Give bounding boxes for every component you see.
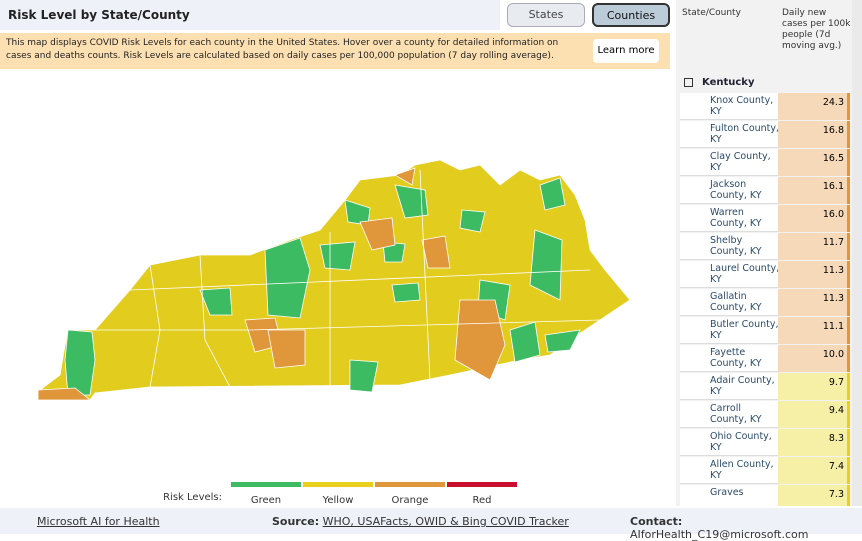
table-row[interactable]: Knox County, KY 24.3: [680, 93, 850, 120]
risk-strip: [847, 121, 850, 148]
legend-swatch: [375, 482, 445, 487]
legend-swatch: [303, 482, 373, 487]
risk-strip: [847, 429, 850, 456]
table-row[interactable]: Graves 7.3: [680, 485, 850, 506]
risk-strip: [847, 485, 850, 506]
county-name: Fulton County, KY: [710, 123, 780, 145]
county-name: Clay County, KY: [710, 151, 771, 173]
risk-strip: [847, 373, 850, 400]
county-name: Allen County, KY: [710, 459, 774, 481]
table-row[interactable]: Carroll County, KY 9.4: [680, 401, 850, 428]
contact-label: Contact:: [630, 515, 683, 528]
contact-email[interactable]: AIforHealth_C19@microsoft.com: [630, 528, 809, 541]
table-row[interactable]: Adair County, KY 9.7: [680, 373, 850, 400]
county-name: Ohio County, KY: [710, 431, 772, 453]
scrollbar[interactable]: [852, 0, 862, 506]
orange-counties[interactable]: [37, 167, 506, 401]
green-counties[interactable]: [64, 177, 581, 396]
table-row[interactable]: Jackson County, KY 16.1: [680, 177, 850, 204]
case-rate: 11.3: [778, 289, 850, 316]
county-name: Adair County, KY: [710, 375, 775, 397]
case-rate: 7.4: [778, 457, 850, 484]
county-name: Fayette County, KY: [710, 347, 762, 369]
table-panel: State/County Daily new cases per 100k pe…: [676, 0, 862, 506]
collapse-icon[interactable]: [684, 78, 693, 87]
table-row[interactable]: Ohio County, KY 8.3: [680, 429, 850, 456]
case-rate: 24.3: [778, 93, 850, 120]
counties-button[interactable]: Counties: [592, 3, 670, 27]
legend-swatch: [447, 482, 517, 487]
case-rate: 9.4: [778, 401, 850, 428]
risk-strip: [847, 149, 850, 176]
risk-strip: [847, 261, 850, 288]
risk-strip: [847, 93, 850, 120]
table-row[interactable]: Gallatin County, KY 11.3: [680, 289, 850, 316]
header: Risk Level by State/County: [0, 0, 500, 30]
case-rate: 11.7: [778, 233, 850, 260]
case-rate: 7.3: [778, 485, 850, 506]
legend-item: Yellow: [322, 495, 354, 506]
states-button[interactable]: States: [507, 3, 585, 27]
link-text[interactable]: Microsoft AI for Health: [37, 515, 160, 528]
case-rate: 11.3: [778, 261, 850, 288]
risk-strip: [847, 233, 850, 260]
table-row[interactable]: Clay County, KY 16.5: [680, 149, 850, 176]
risk-strip: [847, 177, 850, 204]
legend-item: Green: [251, 495, 281, 506]
county-name: Knox County, KY: [710, 95, 774, 117]
table-row[interactable]: Butler County, KY 11.1: [680, 317, 850, 344]
risk-strip: [847, 401, 850, 428]
case-rate: 16.1: [778, 177, 850, 204]
group-label: Kentucky: [702, 77, 755, 88]
banner-text: This map displays COVID Risk Levels for …: [6, 38, 559, 61]
case-rate: 16.5: [778, 149, 850, 176]
info-banner: This map displays COVID Risk Levels for …: [0, 33, 670, 69]
table-row[interactable]: Laurel County, KY 11.3: [680, 261, 850, 288]
risk-strip: [847, 205, 850, 232]
case-rate: 11.1: [778, 317, 850, 344]
sources[interactable]: WHO, USAFacts, OWID & Bing COVID Tracker: [322, 515, 569, 528]
risk-strip: [847, 317, 850, 344]
source-label: Source:: [272, 515, 320, 528]
column-header[interactable]: Daily new cases per 100k people (7d movi…: [782, 8, 851, 51]
county-name: Butler County, KY: [710, 319, 779, 341]
table-row[interactable]: Fulton County, KY 16.8: [680, 121, 850, 148]
county-name: Carroll County, KY: [710, 403, 762, 425]
learn-more-button[interactable]: Learn more: [593, 39, 659, 63]
table-row[interactable]: Shelby County, KY 11.7: [680, 233, 850, 260]
legend: Risk Levels: Green Yellow Orange Red: [163, 482, 517, 506]
case-rate: 16.0: [778, 205, 850, 232]
legend-swatch: [231, 482, 301, 487]
legend-label: Risk Levels:: [163, 492, 222, 503]
column-header[interactable]: State/County: [682, 8, 741, 18]
table-row[interactable]: Allen County, KY 7.4: [680, 457, 850, 484]
risk-strip: [847, 345, 850, 372]
county-name: Graves: [710, 487, 744, 498]
footer: Microsoft AI for Health Source: WHO, USA…: [0, 508, 862, 541]
case-rate: 10.0: [778, 345, 850, 372]
legend-item: Red: [473, 495, 492, 506]
footer-link[interactable]: Microsoft AI for Health: [37, 515, 160, 528]
case-rate: 8.3: [778, 429, 850, 456]
map[interactable]: Risk Levels: Green Yellow Orange Red: [0, 70, 670, 506]
title: Risk Level by State/County: [8, 8, 190, 22]
county-name: Jackson County, KY: [710, 179, 762, 201]
county-name: Warren County, KY: [710, 207, 762, 229]
county-name: Gallatin County, KY: [710, 291, 762, 313]
county-name: Shelby County, KY: [710, 235, 762, 257]
county-name: Laurel County, KY: [710, 263, 780, 285]
legend-item: Orange: [392, 495, 429, 506]
table-row[interactable]: Warren County, KY 16.0: [680, 205, 850, 232]
risk-strip: [847, 289, 850, 316]
table-row[interactable]: Fayette County, KY 10.0: [680, 345, 850, 372]
case-rate: 9.7: [778, 373, 850, 400]
case-rate: 16.8: [778, 121, 850, 148]
risk-strip: [847, 457, 850, 484]
